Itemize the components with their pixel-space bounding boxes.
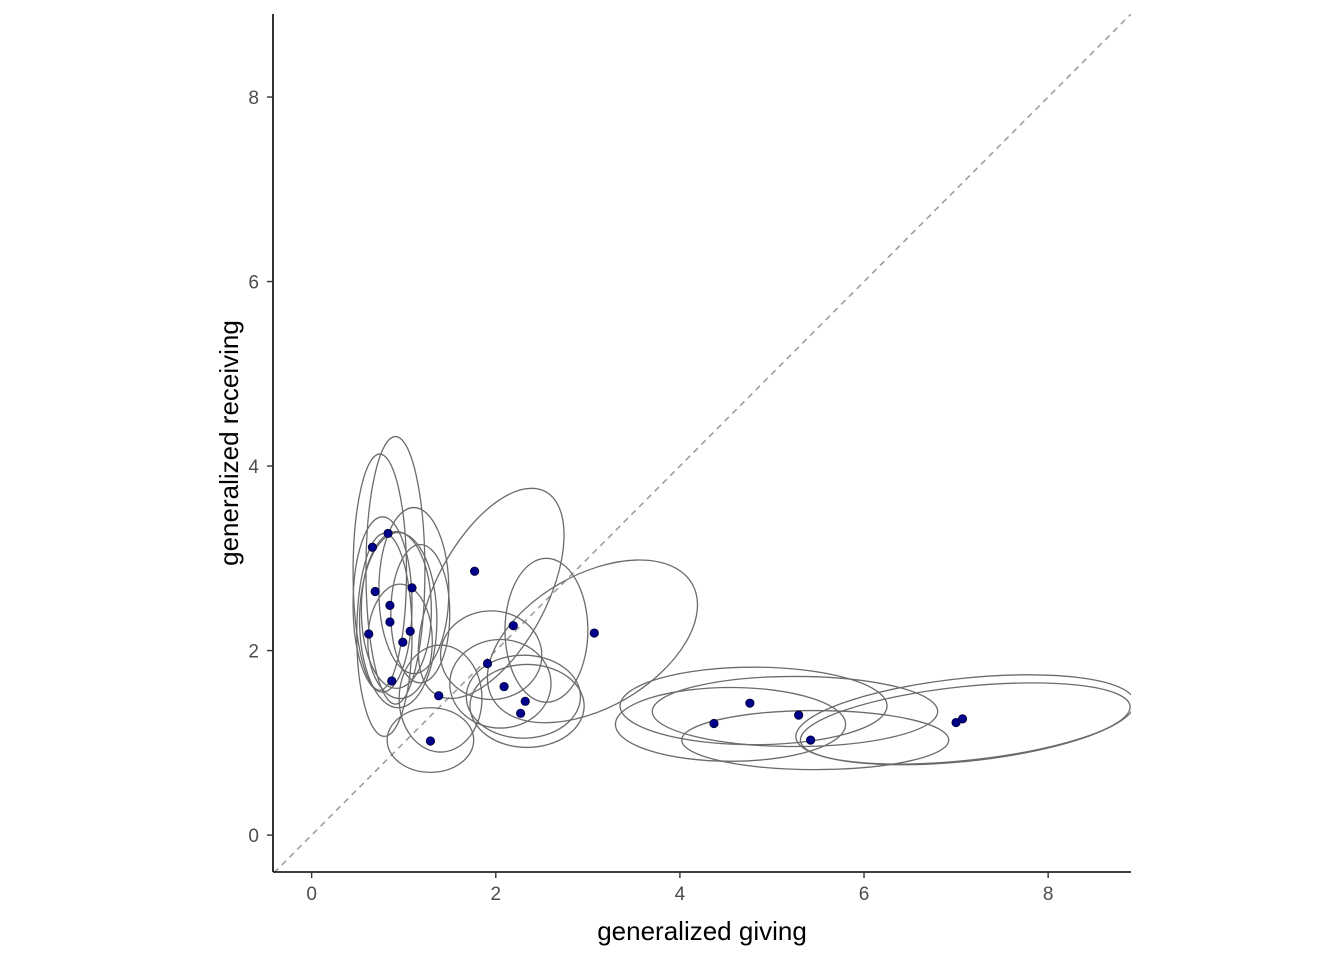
data-point	[470, 566, 480, 576]
confidence-ellipse	[469, 663, 585, 749]
data-point	[709, 718, 719, 729]
data-point	[499, 681, 509, 692]
confidence-ellipse	[358, 531, 438, 709]
confidence-ellipse	[360, 530, 432, 690]
y-axis-title: generalized receiving	[214, 320, 244, 566]
data-point	[405, 626, 415, 636]
data-point	[516, 708, 526, 718]
x-tick-label: 0	[306, 884, 317, 905]
identity-reference-line	[273, 14, 1131, 872]
confidence-ellipse	[799, 682, 1131, 765]
data-point	[806, 735, 816, 745]
confidence-ellipse	[504, 557, 589, 703]
data-point	[367, 542, 378, 552]
confidence-ellipse	[449, 638, 552, 729]
data-point	[385, 617, 395, 627]
y-tick-label: 8	[248, 88, 259, 109]
data-point	[425, 736, 436, 746]
x-tick-label: 6	[859, 884, 870, 905]
data-point	[520, 696, 530, 706]
data-point	[508, 621, 518, 631]
data-point	[387, 676, 397, 686]
confidence-ellipse	[352, 516, 413, 693]
data-point	[482, 658, 493, 669]
data-point	[745, 698, 755, 708]
confidence-ellipse	[367, 583, 433, 700]
data-point	[398, 637, 408, 647]
confidence-ellipse	[465, 654, 582, 739]
confidence-ellipse	[614, 686, 847, 762]
confidence-ellipse	[386, 707, 475, 774]
data-point	[370, 586, 380, 597]
data-point	[794, 710, 804, 720]
confidence-ellipse	[486, 559, 699, 724]
y-tick-label: 0	[248, 826, 259, 847]
confidence-ellipse	[651, 675, 939, 748]
data-point	[407, 583, 417, 593]
data-point	[589, 628, 599, 638]
x-tick-label: 2	[490, 884, 501, 905]
confidence-ellipse	[439, 610, 543, 701]
x-tick-label: 4	[675, 884, 686, 905]
x-tick-label: 8	[1043, 884, 1054, 905]
confidence-ellipse	[681, 709, 950, 771]
data-point	[364, 629, 374, 639]
confidence-ellipse	[390, 543, 451, 684]
data-point	[434, 691, 444, 701]
y-tick-label: 2	[248, 642, 259, 663]
data-point	[385, 600, 395, 610]
data-point	[383, 528, 393, 539]
confidence-ellipse	[795, 674, 1131, 766]
data-point	[957, 714, 968, 724]
y-tick-label: 6	[248, 273, 259, 294]
x-axis-title: generalized giving	[597, 916, 807, 946]
y-tick-label: 4	[248, 457, 259, 478]
